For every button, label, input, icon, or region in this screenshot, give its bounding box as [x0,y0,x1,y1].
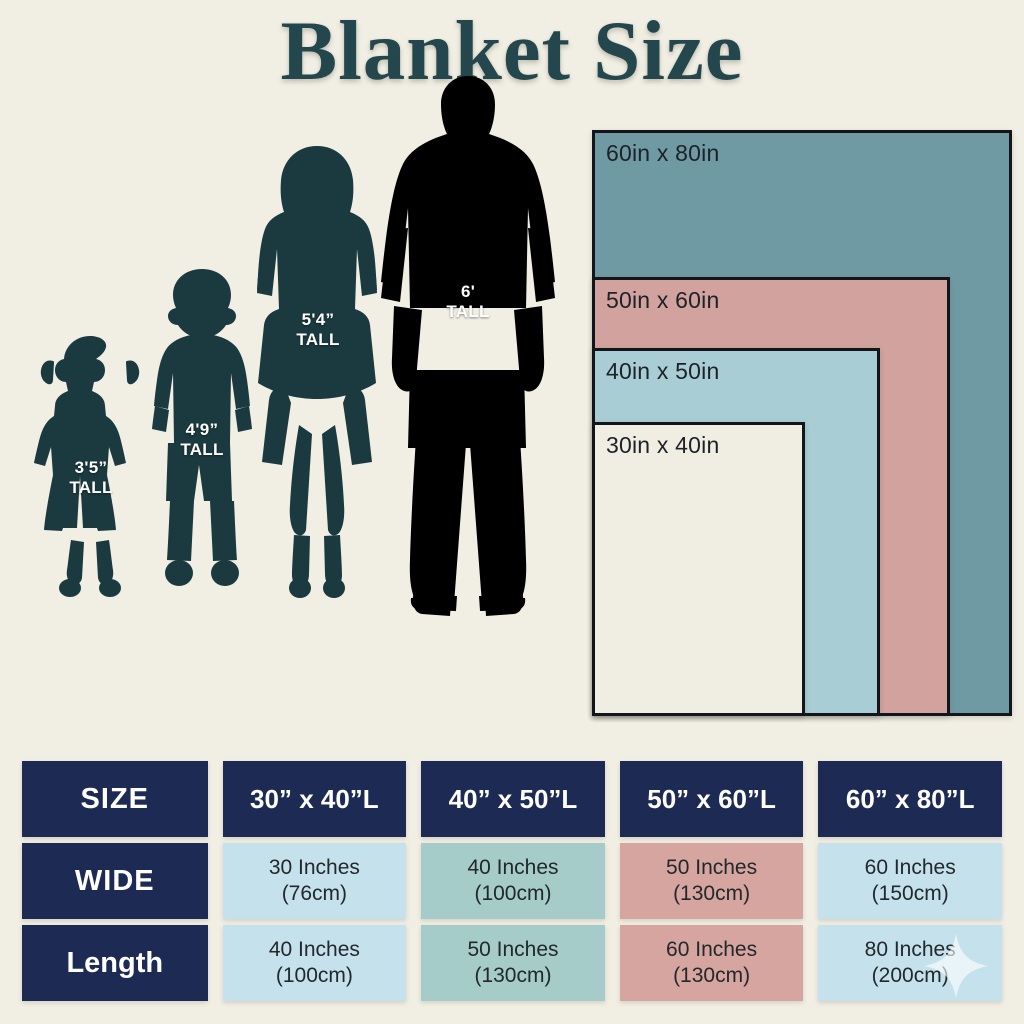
blanket-rect-60x80-label: 60in x 80in [606,140,720,166]
table-cell-wide-50x60: 50 Inches (130cm) [619,843,804,919]
table-cell-wide-30x40: 30 Inches (76cm) [222,843,407,919]
silhouette-group: 3'5” TALL 4'9” TALL [0,0,580,740]
table-header-60x80[interactable]: 60” x 80”L [818,761,1002,837]
table-header-50x60[interactable]: 50” x 60”L [619,761,804,837]
silhouette-woman: 5'4” TALL [252,140,382,600]
table-cell-length-50x60: 60 Inches (130cm) [619,925,804,1001]
table-row-label-length: Length [22,925,208,1001]
blanket-rect-30x40-label: 30in x 40in [606,432,720,458]
table-row-label-size: SIZE [22,761,208,837]
table-cell-length-30x40: 40 Inches (100cm) [222,925,407,1001]
table-cell-length-60x80: 80 Inches (200cm) [818,925,1002,1001]
table-row-label-wide: WIDE [22,843,208,919]
table-row-size: SIZE 30” x 40”L 40” x 50”L 50” x 60”L 60… [22,761,1002,837]
table-row-wide: WIDE 30 Inches (76cm) 40 Inches (100cm) … [22,843,1002,919]
silhouette-girl: 3'5” TALL [30,330,150,600]
silhouette-boy: 4'9” TALL [142,265,262,600]
table-header-40x50[interactable]: 40” x 50”L [421,761,605,837]
table-cell-wide-40x50: 40 Inches (100cm) [421,843,605,919]
table-row-length: Length 40 Inches (100cm) 50 Inches (130c… [22,925,1002,1001]
table-cell-length-40x50: 50 Inches (130cm) [421,925,605,1001]
silhouette-man: 6' TALL [378,70,558,616]
blanket-rect-50x60-label: 50in x 60in [606,287,720,313]
table-header-30x40[interactable]: 30” x 40”L [222,761,407,837]
blanket-size-diagram: 60in x 80in 50in x 60in 40in x 50in 30in… [592,130,1012,716]
table-cell-wide-60x80: 60 Inches (150cm) [818,843,1002,919]
page-title: Blanket Size [279,3,744,100]
blanket-rect-40x50-label: 40in x 50in [606,358,720,384]
blanket-rect-30x40[interactable]: 30in x 40in [592,422,805,716]
size-table: SIZE 30” x 40”L 40” x 50”L 50” x 60”L 60… [22,761,1002,1001]
